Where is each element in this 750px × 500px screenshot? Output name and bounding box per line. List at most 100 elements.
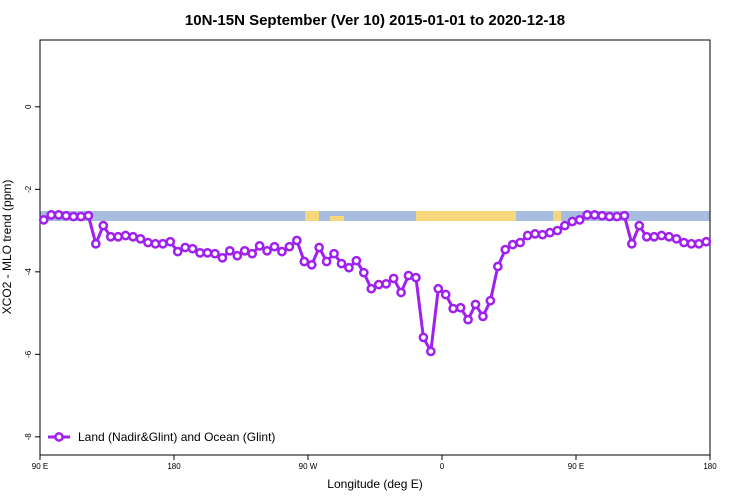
data-point bbox=[425, 346, 436, 357]
data-point bbox=[545, 227, 555, 238]
x-axis-label: Longitude (deg E) bbox=[327, 477, 422, 491]
data-point bbox=[664, 231, 674, 242]
data-point bbox=[671, 233, 682, 244]
data-point bbox=[98, 220, 109, 231]
chart-title: 10N-15N September (Ver 10) 2015-01-01 to… bbox=[185, 12, 565, 29]
data-point bbox=[604, 211, 615, 222]
data-point bbox=[559, 220, 570, 231]
data-point bbox=[143, 237, 153, 248]
data-point bbox=[552, 225, 563, 236]
data-point bbox=[336, 258, 347, 269]
data-point bbox=[366, 283, 377, 294]
data-point bbox=[530, 229, 540, 239]
data-point bbox=[135, 233, 146, 244]
x-tick-label: 90 E bbox=[568, 462, 584, 471]
data-point bbox=[455, 302, 466, 313]
data-point bbox=[582, 210, 593, 220]
data-point bbox=[626, 238, 637, 249]
data-point bbox=[701, 236, 712, 247]
data-point bbox=[224, 245, 235, 256]
y-axis-label: XCO2 - MLO trend (ppm) bbox=[0, 180, 14, 315]
data-point bbox=[247, 248, 258, 259]
data-point bbox=[277, 246, 287, 257]
x-tick-label: 90 E bbox=[32, 462, 48, 471]
data-point bbox=[120, 230, 131, 241]
data-point bbox=[329, 248, 339, 259]
data-point bbox=[492, 261, 503, 272]
data-point bbox=[299, 256, 310, 267]
data-point bbox=[187, 243, 198, 254]
data-point bbox=[53, 210, 64, 220]
data-point bbox=[61, 210, 71, 221]
data-point bbox=[351, 255, 362, 266]
data-point bbox=[202, 248, 213, 258]
data-point bbox=[291, 235, 302, 246]
data-point bbox=[679, 237, 689, 248]
y-tick-label: 0 bbox=[24, 104, 33, 109]
x-tick-label: 90 W bbox=[299, 462, 318, 471]
data-point bbox=[649, 231, 660, 242]
data-point bbox=[210, 248, 220, 259]
data-point bbox=[172, 246, 183, 257]
data-point bbox=[686, 238, 697, 249]
data-point bbox=[418, 332, 429, 343]
data-point bbox=[507, 239, 518, 250]
y-tick-label: -8 bbox=[24, 433, 33, 441]
data-point bbox=[306, 259, 317, 270]
data-point bbox=[597, 210, 607, 221]
data-point bbox=[90, 238, 101, 249]
data-point bbox=[612, 211, 622, 222]
data-point bbox=[344, 262, 354, 273]
data-point bbox=[440, 289, 451, 300]
data-point bbox=[448, 303, 459, 314]
data-point bbox=[83, 210, 94, 221]
data-point bbox=[38, 215, 49, 225]
data-point bbox=[180, 242, 191, 253]
data-point bbox=[113, 231, 124, 242]
data-point bbox=[515, 237, 526, 248]
map-band bbox=[40, 211, 710, 221]
data-point bbox=[478, 311, 488, 322]
land-patch bbox=[553, 211, 561, 221]
data-point bbox=[500, 244, 511, 255]
ocean-strip bbox=[40, 211, 710, 221]
data-point bbox=[485, 295, 496, 306]
data-point bbox=[463, 314, 473, 325]
data-point bbox=[128, 231, 138, 242]
data-point bbox=[381, 278, 392, 289]
data-point bbox=[656, 230, 667, 241]
land-patch bbox=[305, 211, 319, 221]
data-point bbox=[314, 242, 325, 253]
data-point bbox=[239, 245, 250, 256]
land-patch bbox=[416, 211, 516, 221]
data-point bbox=[567, 216, 578, 227]
data-point bbox=[470, 299, 481, 310]
y-tick-label: -2 bbox=[24, 185, 33, 193]
data-point bbox=[76, 211, 86, 222]
data-point bbox=[269, 241, 280, 252]
data-point bbox=[150, 238, 161, 249]
data-point bbox=[262, 245, 272, 256]
data-point bbox=[589, 210, 600, 220]
data-point bbox=[693, 238, 704, 249]
data-point bbox=[46, 210, 57, 220]
data-point bbox=[373, 279, 384, 290]
data-point bbox=[522, 230, 533, 241]
data-point bbox=[574, 215, 585, 225]
land-patch bbox=[330, 216, 344, 221]
data-point bbox=[217, 252, 228, 263]
data-point bbox=[232, 250, 243, 261]
x-tick-label: 180 bbox=[703, 462, 717, 471]
data-point bbox=[195, 248, 205, 258]
legend-label: Land (Nadir&Glint) and Ocean (Glint) bbox=[78, 430, 275, 444]
data-point bbox=[358, 267, 369, 278]
data-point bbox=[157, 238, 168, 249]
data-point bbox=[254, 240, 265, 251]
data-point bbox=[388, 273, 399, 284]
data-point bbox=[165, 236, 176, 247]
y-tick-label: -6 bbox=[24, 350, 33, 358]
data-point bbox=[68, 211, 79, 222]
legend: Land (Nadir&Glint) and Ocean (Glint) bbox=[48, 430, 275, 444]
data-point bbox=[321, 256, 332, 267]
